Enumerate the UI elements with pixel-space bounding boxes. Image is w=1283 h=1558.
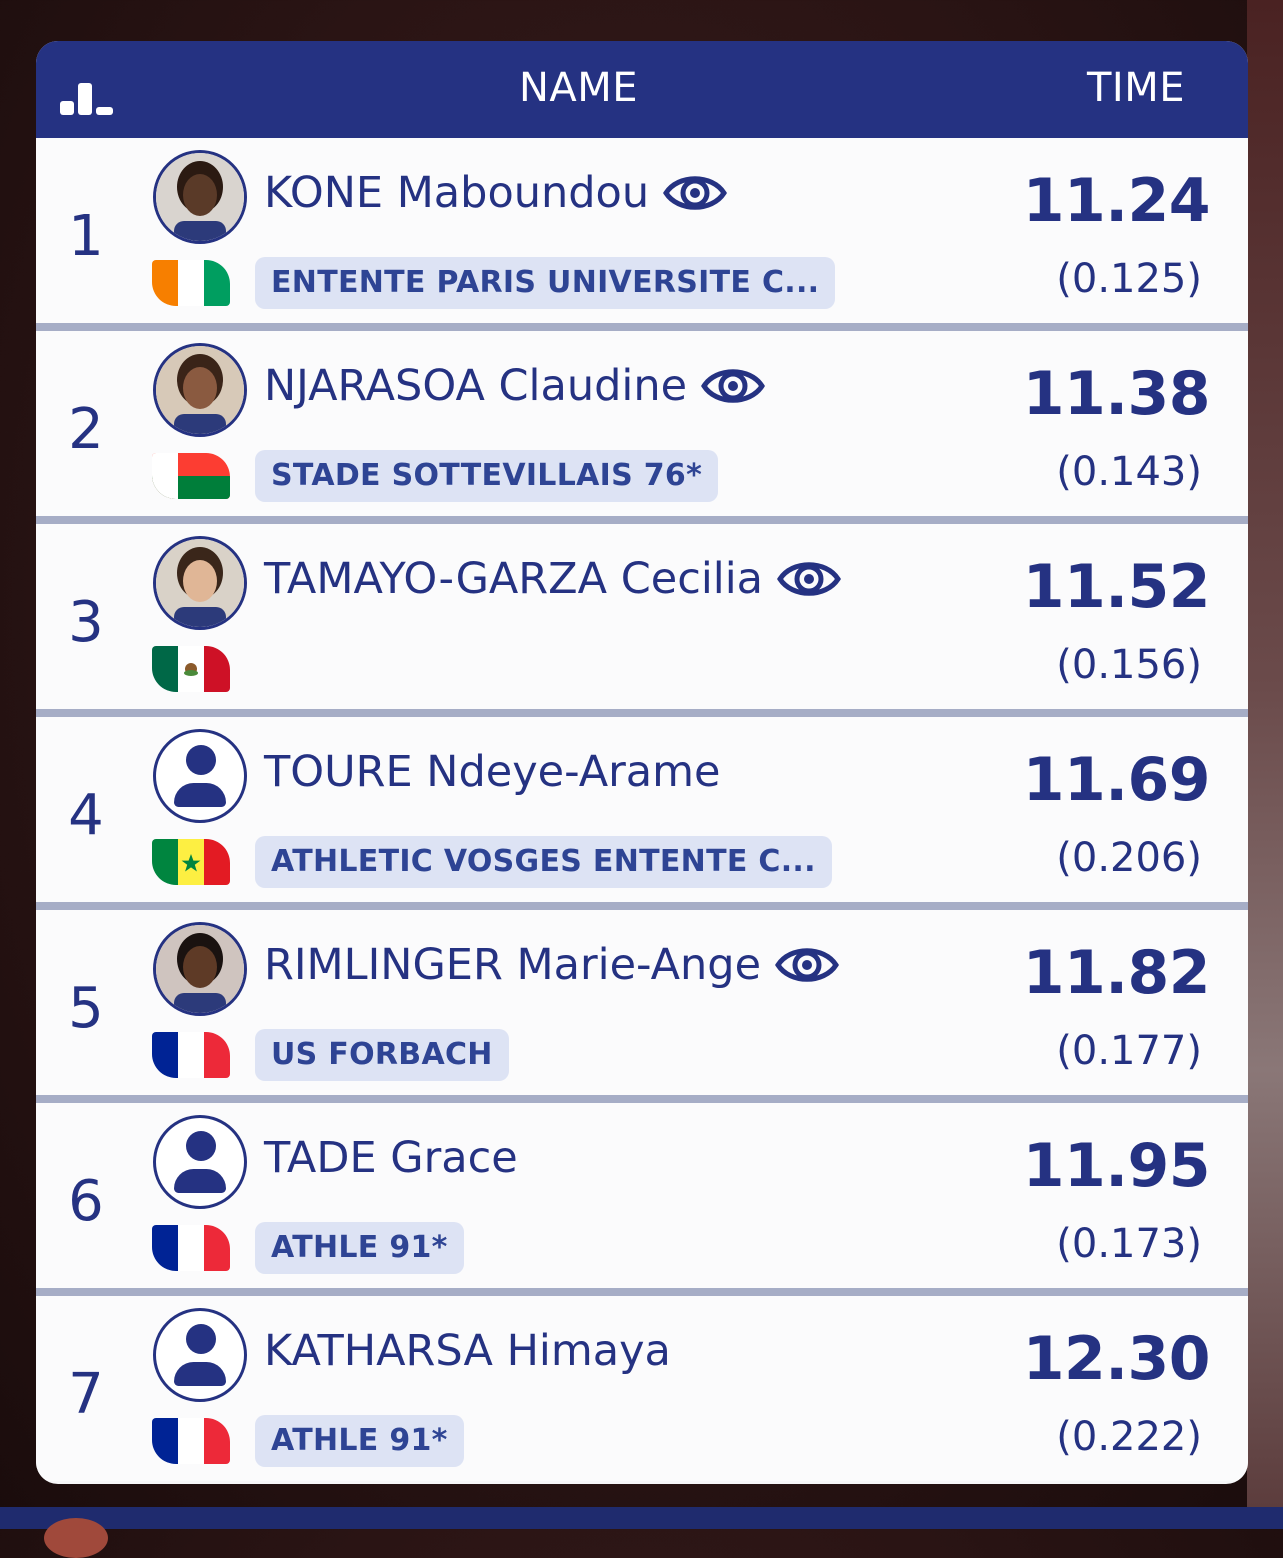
club-badge: US FORBACH (255, 1029, 509, 1081)
bottom-bar (0, 1507, 1283, 1529)
athlete-name[interactable]: KONE Maboundou (264, 168, 728, 218)
rank-number: 4 (68, 783, 104, 848)
fra-flag-icon (152, 1418, 230, 1464)
athlete-name[interactable]: NJARASOA Claudine (264, 361, 766, 411)
club-badge: ATHLE 91* (255, 1222, 464, 1274)
results-header: NAME TIME (36, 41, 1248, 138)
eye-icon[interactable] (775, 942, 839, 988)
background-edge (1247, 0, 1283, 1529)
avatar[interactable] (153, 922, 247, 1016)
avatar[interactable] (153, 729, 247, 823)
civ-flag-icon (152, 260, 230, 306)
time-column-header: TIME (1086, 65, 1185, 111)
athlete-name-text: TAMAYO-GARZA Cecilia (264, 554, 764, 604)
rank-number: 7 (68, 1362, 104, 1427)
user-placeholder-icon (186, 745, 216, 775)
result-time: 11.82 (1022, 938, 1211, 1008)
reaction-time: (0.173) (1056, 1221, 1202, 1267)
result-row[interactable]: 7 KATHARSA Himaya ATHLE 91* 12.30 (0.222) (36, 1296, 1248, 1481)
rank-number: 6 (68, 1169, 104, 1234)
mex-flag-icon (152, 646, 230, 692)
athlete-name[interactable]: TAMAYO-GARZA Cecilia (264, 554, 842, 604)
user-placeholder-icon (186, 1324, 216, 1354)
eye-icon[interactable] (701, 363, 766, 409)
result-row[interactable]: 3 TAMAYO-GARZA Cecilia 11.52 (0.156) (36, 524, 1248, 717)
rank-number: 5 (68, 976, 104, 1041)
athlete-photo (156, 153, 244, 241)
eye-icon[interactable] (663, 170, 728, 216)
avatar[interactable] (153, 1115, 247, 1209)
name-column-header: NAME (518, 65, 639, 111)
bottom-avatar[interactable] (44, 1518, 108, 1558)
reaction-time: (0.222) (1056, 1414, 1202, 1460)
avatar[interactable] (153, 1308, 247, 1402)
results-panel: NAME TIME 1 KONE Maboundou ENTENTE PARIS U… (36, 41, 1248, 1484)
reaction-time: (0.206) (1056, 835, 1202, 881)
rank-number: 3 (68, 590, 104, 655)
athlete-name-text: TADE Grace (264, 1133, 518, 1183)
reaction-time: (0.125) (1056, 256, 1202, 302)
result-row[interactable]: 2 NJARASOA Claudine STADE SOTTEVILLAIS 76*… (36, 331, 1248, 524)
athlete-name-text: RIMLINGER Marie-Ange (264, 940, 762, 990)
athlete-name-text: TOURE Ndeye-Arame (264, 747, 721, 797)
club-badge: ENTENTE PARIS UNIVERSITE C... (255, 257, 836, 309)
club-badge: ATHLETIC VOSGES ENTENTE C... (255, 836, 832, 888)
reaction-time: (0.143) (1056, 449, 1202, 495)
result-time: 12.30 (1022, 1324, 1211, 1394)
athlete-photo (156, 346, 244, 434)
athlete-name-text: KATHARSA Himaya (264, 1326, 671, 1376)
sen-flag-icon (152, 839, 230, 885)
result-time: 11.24 (1022, 166, 1211, 236)
result-time: 11.38 (1022, 359, 1211, 429)
rank-number: 2 (68, 397, 104, 462)
club-badge: STADE SOTTEVILLAIS 76* (255, 450, 719, 502)
athlete-photo (156, 925, 244, 1013)
result-time: 11.95 (1022, 1131, 1211, 1201)
result-row[interactable]: 5 RIMLINGER Marie-Ange US FORBACH 11.82 (0.1… (36, 910, 1248, 1103)
avatar[interactable] (153, 536, 247, 630)
rank-number: 1 (68, 204, 104, 269)
result-row[interactable]: 1 KONE Maboundou ENTENTE PARIS UNIVERSITE … (36, 138, 1248, 331)
result-row[interactable]: 6 TADE Grace ATHLE 91* 11.95 (0.173) (36, 1103, 1248, 1296)
athlete-name[interactable]: RIMLINGER Marie-Ange (264, 940, 839, 990)
result-time: 11.52 (1022, 552, 1211, 622)
result-row[interactable]: 4 TOURE Ndeye-Arame ATHLETIC VOSGES ENTENT… (36, 717, 1248, 910)
fra-flag-icon (152, 1032, 230, 1078)
fra-flag-icon (152, 1225, 230, 1271)
athlete-name[interactable]: TADE Grace (264, 1133, 518, 1183)
result-time: 11.69 (1022, 745, 1211, 815)
athlete-name-text: NJARASOA Claudine (264, 361, 688, 411)
mdg-flag-icon (152, 453, 230, 499)
athlete-name-text: KONE Maboundou (264, 168, 650, 218)
reaction-time: (0.177) (1056, 1028, 1202, 1074)
avatar[interactable] (153, 150, 247, 244)
eye-icon[interactable] (777, 556, 842, 602)
avatar[interactable] (153, 343, 247, 437)
athlete-photo (156, 539, 244, 627)
user-placeholder-icon (186, 1131, 216, 1161)
athlete-name[interactable]: TOURE Ndeye-Arame (264, 747, 720, 797)
club-badge: ATHLE 91* (255, 1415, 464, 1467)
athlete-name[interactable]: KATHARSA Himaya (264, 1326, 671, 1376)
reaction-time: (0.156) (1056, 642, 1202, 688)
